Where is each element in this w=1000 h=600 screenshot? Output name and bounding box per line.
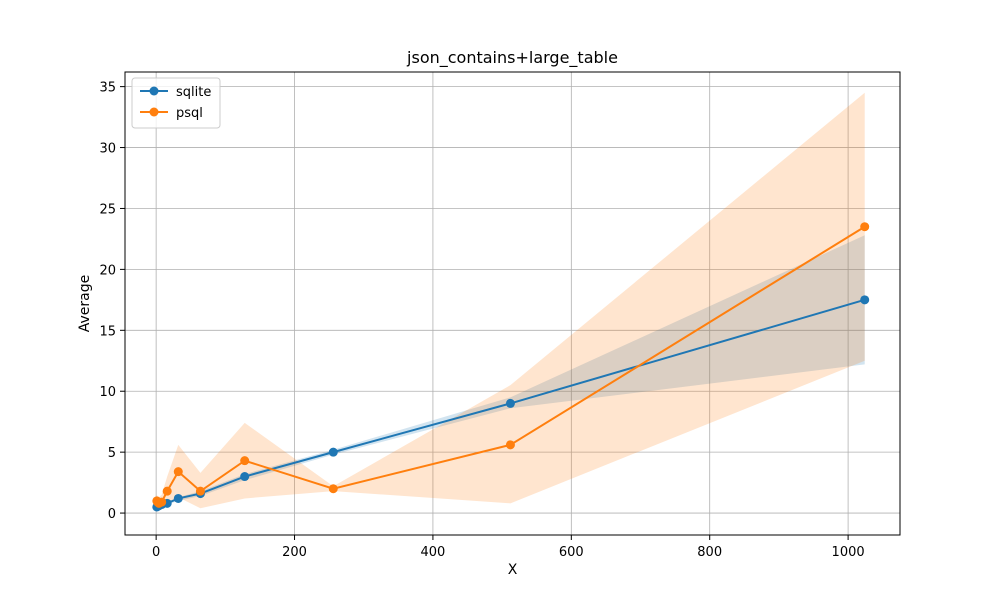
x-tick-label: 1000: [832, 545, 865, 560]
data-point-sqlite: [860, 295, 870, 305]
grid: [125, 72, 900, 535]
band-psql: [156, 92, 865, 510]
data-point-psql: [328, 484, 338, 494]
data-point-psql: [240, 456, 250, 466]
y-tick-label: 0: [108, 507, 116, 522]
x-tick-label: 0: [152, 545, 160, 560]
data-point-psql: [162, 486, 172, 496]
data-point-sqlite: [328, 447, 338, 457]
data-point-sqlite: [505, 398, 515, 408]
confidence-bands: [156, 92, 865, 510]
y-tick-label: 20: [99, 263, 116, 278]
band-sqlite: [156, 235, 865, 508]
legend: sqlite psql: [131, 77, 221, 129]
chart-title: json_contains+large_table: [406, 48, 618, 68]
data-point-psql: [173, 467, 183, 477]
y-ticks: 0 5 10 15 20 25 30 35: [99, 81, 125, 522]
data-point-sqlite: [173, 493, 183, 503]
data-point-psql: [157, 497, 167, 507]
data-point-sqlite: [240, 472, 250, 482]
x-tick-label: 400: [421, 545, 446, 560]
y-tick-label: 10: [99, 385, 116, 400]
data-point-psql: [860, 222, 870, 232]
legend-label-psql: psql: [176, 106, 203, 121]
data-point-psql: [195, 486, 205, 496]
data-point-psql: [505, 440, 515, 450]
x-axis-label: X: [508, 562, 518, 578]
x-tick-label: 800: [697, 545, 722, 560]
series-markers: [152, 222, 870, 512]
x-tick-label: 200: [282, 545, 307, 560]
y-axis-label: Average: [77, 275, 93, 333]
legend-label-sqlite: sqlite: [176, 85, 211, 100]
legend-marker-sqlite: [149, 86, 159, 96]
legend-marker-psql: [149, 107, 159, 117]
x-ticks: 0 200 400 600 800 1000: [152, 535, 865, 560]
y-tick-label: 15: [99, 324, 116, 339]
y-tick-label: 30: [99, 142, 116, 157]
y-tick-label: 5: [108, 446, 116, 461]
y-tick-label: 35: [99, 81, 116, 96]
plot-frame: [124, 71, 901, 536]
y-tick-label: 25: [99, 202, 116, 217]
x-tick-label: 600: [559, 545, 584, 560]
